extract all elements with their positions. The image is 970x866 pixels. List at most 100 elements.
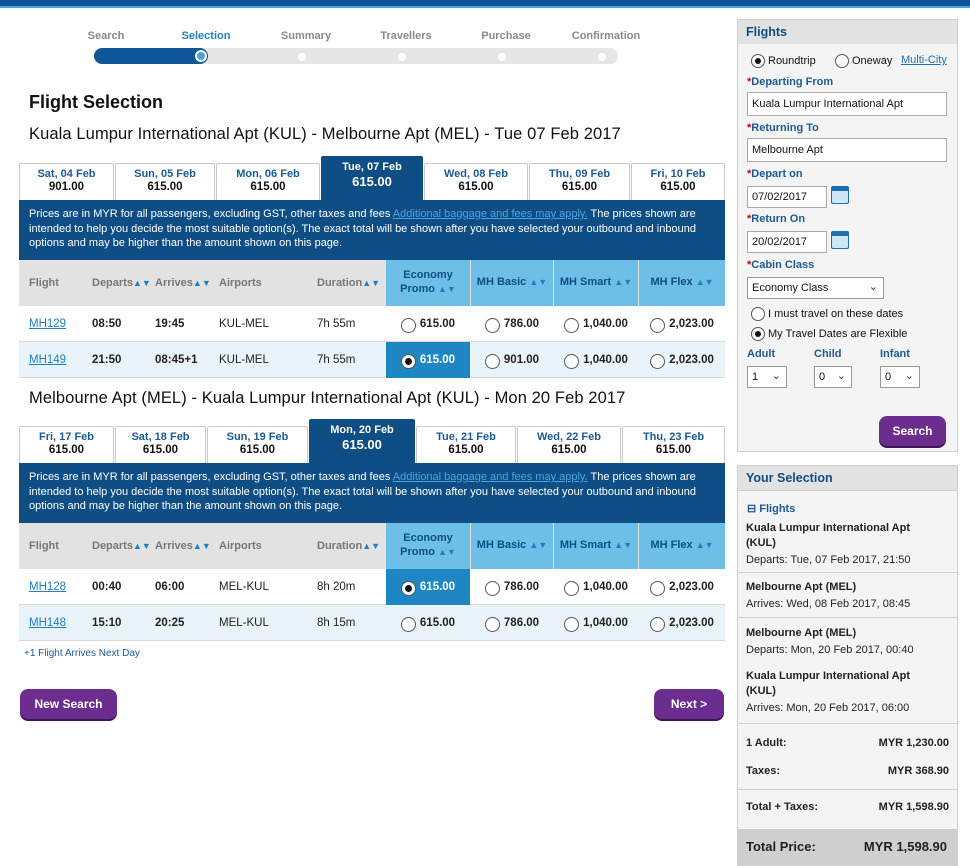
fare-mh-smart[interactable]: 1,040.00: [554, 569, 638, 605]
date-tab[interactable]: Fri, 10 Feb 615.00: [631, 163, 725, 200]
child-select[interactable]: 0 ⌄: [814, 366, 852, 388]
note-text: Prices are in MYR for all passengers, ex…: [29, 471, 393, 483]
col-arrives[interactable]: Arrives▲▼: [155, 277, 211, 289]
fare-radio[interactable]: [400, 317, 416, 333]
roundtrip-option[interactable]: Roundtrip: [751, 54, 816, 68]
radio[interactable]: [835, 54, 849, 68]
col-mh-basic[interactable]: MH Basic ▲▼: [471, 260, 553, 306]
total-label: Total Price:: [746, 839, 816, 854]
note-text: Prices are in MYR for all passengers, ex…: [29, 208, 393, 220]
col-duration[interactable]: Duration▲▼: [317, 277, 380, 289]
col-economy-promo[interactable]: Economy Promo ▲▼: [386, 260, 470, 306]
fare-radio[interactable]: [484, 580, 500, 596]
fare-radio[interactable]: [564, 353, 580, 369]
tab-price: 615.00: [250, 181, 286, 193]
fare-radio[interactable]: [650, 616, 666, 632]
col-duration[interactable]: Duration▲▼: [317, 540, 380, 552]
fare-radio[interactable]: [650, 353, 666, 369]
fare-radio[interactable]: [564, 580, 580, 596]
divider: [738, 617, 957, 618]
fare-economy-promo-selected[interactable]: 615.00: [386, 569, 470, 605]
fare-mh-basic[interactable]: 901.00: [471, 342, 553, 378]
date-tab[interactable]: Wed, 08 Feb 615.00: [424, 163, 528, 200]
fare-radio[interactable]: [400, 616, 416, 632]
radio[interactable]: [751, 307, 765, 321]
new-search-button[interactable]: New Search: [20, 689, 117, 719]
fare-mh-flex[interactable]: 2,023.00: [639, 569, 725, 605]
flights-collapse[interactable]: ⊟ Flights: [747, 502, 795, 515]
fare-radio[interactable]: [484, 616, 500, 632]
fare-radio[interactable]: [564, 616, 580, 632]
depart-date-input[interactable]: 07/02/2017: [747, 186, 827, 208]
fixed-dates-option[interactable]: I must travel on these dates: [751, 307, 903, 321]
fare-mh-flex[interactable]: 2,023.00: [639, 342, 725, 378]
fare-economy-promo-selected[interactable]: 615.00: [386, 342, 470, 378]
col-mh-flex[interactable]: MH Flex ▲▼: [639, 260, 725, 306]
fare-mh-flex[interactable]: 2,023.00: [639, 605, 725, 641]
col-mh-smart[interactable]: MH Smart ▲▼: [554, 523, 638, 569]
flight-number-link[interactable]: MH149: [29, 354, 67, 366]
date-tab-selected[interactable]: Tue, 07 Feb 615.00: [321, 156, 423, 200]
col-arrives[interactable]: Arrives▲▼: [155, 540, 211, 552]
date-tab[interactable]: Mon, 06 Feb 615.00: [216, 163, 320, 200]
fare-mh-basic[interactable]: 786.00: [471, 605, 553, 641]
infant-select[interactable]: 0 ⌄: [880, 366, 920, 388]
flexible-dates-option[interactable]: My Travel Dates are Flexible: [751, 327, 907, 341]
flight-number-link[interactable]: MH148: [29, 617, 67, 629]
departing-from-input[interactable]: Kuala Lumpur International Apt: [747, 92, 947, 116]
fare-mh-smart[interactable]: 1,040.00: [554, 306, 638, 342]
oneway-option[interactable]: Oneway: [835, 54, 892, 68]
search-button[interactable]: Search: [879, 416, 946, 446]
calendar-icon[interactable]: [831, 186, 849, 204]
date-tab-selected[interactable]: Mon, 20 Feb 615.00: [309, 419, 415, 463]
fare-radio[interactable]: [484, 317, 500, 333]
col-mh-smart[interactable]: MH Smart ▲▼: [554, 260, 638, 306]
date-tab[interactable]: Thu, 23 Feb 615.00: [622, 426, 725, 463]
col-mh-basic[interactable]: MH Basic ▲▼: [471, 523, 553, 569]
date-tab[interactable]: Sat, 18 Feb 615.00: [115, 426, 206, 463]
fare-radio[interactable]: [484, 353, 500, 369]
selection-panel-title: Your Selection: [738, 466, 957, 490]
fare-mh-flex[interactable]: 2,023.00: [639, 306, 725, 342]
return-date-input[interactable]: 20/02/2017: [747, 231, 827, 253]
fare-mh-smart[interactable]: 1,040.00: [554, 342, 638, 378]
fare-radio[interactable]: [650, 317, 666, 333]
fare-radio-checked[interactable]: [400, 353, 416, 369]
fare-economy-promo[interactable]: 615.00: [386, 306, 470, 342]
radio-checked[interactable]: [751, 54, 765, 68]
date-tab[interactable]: Sat, 04 Feb 901.00: [19, 163, 114, 200]
col-mh-flex[interactable]: MH Flex ▲▼: [639, 523, 725, 569]
flight-number-link[interactable]: MH129: [29, 318, 67, 330]
table-header: Flight Departs▲▼ Arrives▲▼ Airports Dura…: [19, 260, 725, 306]
col-economy-promo[interactable]: Economy Promo ▲▼: [386, 523, 470, 569]
segment-place: Kuala Lumpur International Apt (KUL): [746, 522, 910, 549]
cabin-class-select[interactable]: Economy Class ⌄: [747, 277, 884, 299]
baggage-fees-link[interactable]: Additional baggage and fees may apply.: [392, 471, 588, 483]
next-button[interactable]: Next >: [654, 689, 724, 719]
fare-price: 2,023.00: [669, 617, 714, 629]
multi-city-link[interactable]: Multi-City: [901, 54, 947, 66]
returning-to-input[interactable]: Melbourne Apt: [747, 138, 947, 162]
date-tab[interactable]: Sun, 05 Feb 615.00: [115, 163, 215, 200]
fare-radio-checked[interactable]: [400, 580, 416, 596]
date-tab[interactable]: Fri, 17 Feb 615.00: [19, 426, 114, 463]
adult-select[interactable]: 1 ⌄: [747, 366, 787, 388]
date-tab[interactable]: Wed, 22 Feb 615.00: [517, 426, 621, 463]
baggage-fees-link[interactable]: Additional baggage and fees may apply.: [392, 208, 588, 220]
fare-mh-basic[interactable]: 786.00: [471, 569, 553, 605]
col-departs[interactable]: Departs▲▼: [92, 277, 151, 289]
col-departs[interactable]: Departs▲▼: [92, 540, 151, 552]
fare-radio[interactable]: [564, 317, 580, 333]
date-tab[interactable]: Sun, 19 Feb 615.00: [207, 426, 308, 463]
radio-checked[interactable]: [751, 327, 765, 341]
date-tab[interactable]: Tue, 21 Feb 615.00: [416, 426, 516, 463]
inbound-flight-table: Flight Departs▲▼ Arrives▲▼ Airports Dura…: [19, 523, 725, 641]
fare-radio[interactable]: [650, 580, 666, 596]
fare-mh-basic[interactable]: 786.00: [471, 306, 553, 342]
fare-economy-promo[interactable]: 615.00: [386, 605, 470, 641]
calendar-icon[interactable]: [831, 231, 849, 249]
date-tab[interactable]: Thu, 09 Feb 615.00: [529, 163, 630, 200]
fare-mh-smart[interactable]: 1,040.00: [554, 605, 638, 641]
depart-on-label: *Depart on: [747, 168, 803, 180]
flight-number-link[interactable]: MH128: [29, 581, 67, 593]
